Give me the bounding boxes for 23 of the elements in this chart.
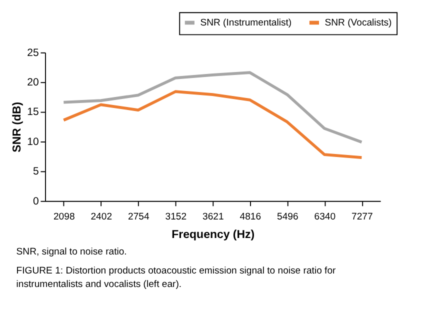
x-axis-title: Frequency (Hz) xyxy=(172,228,255,241)
line-series xyxy=(62,90,364,159)
caption: FIGURE 1: Distortion products otoacoustic emission signal to noise ratio for instrumentalists and vocalists (left ear). xyxy=(16,266,337,290)
legend-label: SNR (Vocalists) xyxy=(324,18,392,29)
x-tick-label: 2098 xyxy=(53,212,75,223)
text: SNR, signal to noise ratio. xyxy=(16,246,127,258)
x-tick-label: 3621 xyxy=(202,212,224,223)
x-tick-label: 4816 xyxy=(240,212,262,223)
y-tick-label: 5 xyxy=(32,166,39,178)
y-tick-label: 25 xyxy=(27,46,39,59)
x-tick-label: 6340 xyxy=(314,212,336,223)
y-tick-label: 0 xyxy=(32,195,39,208)
x-tick-label: 3152 xyxy=(165,212,187,223)
x-tick-label: 2754 xyxy=(128,212,150,223)
x-tick-label: 5496 xyxy=(277,212,298,223)
x-tick-label: 2402 xyxy=(90,212,112,223)
y-tick-label: 10 xyxy=(27,136,39,148)
y-tick-label: 20 xyxy=(27,76,39,88)
y-tick-label: 15 xyxy=(27,106,39,118)
y-axis-title: SNR (dB) xyxy=(11,102,24,152)
legend-label: SNR (Instrumentalist) xyxy=(200,18,292,29)
line-series xyxy=(62,71,364,144)
x-tick-label: 7277 xyxy=(352,212,373,223)
